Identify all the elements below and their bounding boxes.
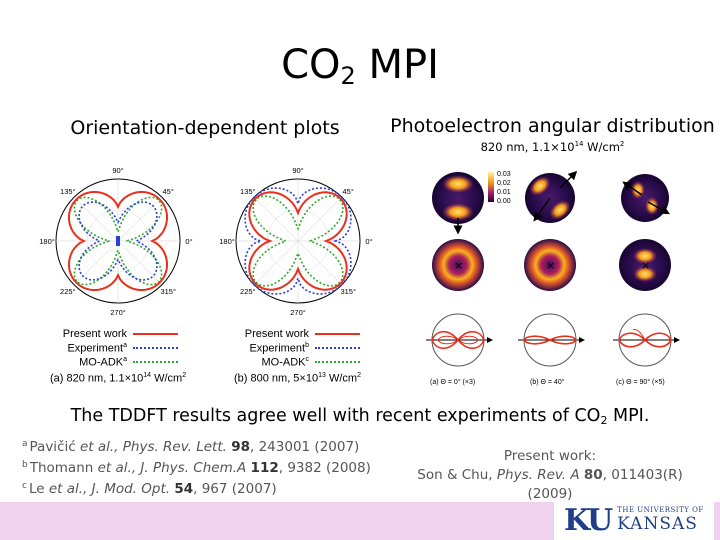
- center-mark: ×: [454, 259, 463, 272]
- colorbar: [488, 172, 494, 202]
- polar-angle-label: 90°: [292, 166, 303, 175]
- university-logo: KU THE UNIVERSITY OF KANSAS: [554, 500, 714, 540]
- pad-image-90deg-top: [621, 174, 669, 222]
- present-work-reference: Son & Chu, Phys. Rev. A 80, 011403(R) (2…: [417, 467, 683, 502]
- present-work-label: Present work:: [503, 448, 597, 464]
- polar-angle-label: 90°: [112, 166, 123, 175]
- polar-angle-label: 135°: [60, 187, 76, 196]
- pad-lobe-curve: [632, 329, 646, 341]
- polar-angle-label: 0°: [185, 237, 192, 246]
- polar-angle-label: 180°: [39, 237, 55, 246]
- pad-row-1: 0.03 0.02 0.01 0.00: [432, 170, 670, 235]
- pad-hotspot: [442, 203, 474, 221]
- legend-a: Present work Experimenta MO-ADKa: [40, 327, 178, 369]
- experiment-curve: [78, 201, 158, 281]
- pad-panel-grid: 0.03 0.02 0.01 0.00 × × ×: [426, 170, 680, 386]
- present-work-curve: [248, 191, 348, 291]
- polar-angle-label: 270°: [290, 308, 306, 317]
- field-arrow: [559, 170, 578, 189]
- colorbar-tick: 0.01: [497, 189, 511, 196]
- reference-a: a Pavičić et al., Phys. Rev. Lett. 98, 24…: [22, 439, 360, 455]
- polar-angle-label: 180°: [219, 237, 235, 246]
- polar-angle-label: 45°: [163, 187, 174, 196]
- pad-caption-c: (c) Θ = 90° (×5): [616, 378, 665, 386]
- polar-gridline: [253, 196, 343, 286]
- ku-mark: KU: [564, 502, 613, 538]
- conclusion-text: The TDDFT results agree well with recent…: [70, 406, 650, 427]
- field-arrow: [533, 197, 551, 222]
- polar-gridcircle: [86, 209, 150, 273]
- legend-entry-experiment: Experimenta: [40, 341, 178, 355]
- polar-gridcircle: [266, 209, 330, 273]
- polar-angle-label: 315°: [160, 287, 176, 296]
- slide-title: CO2 MPI: [281, 42, 439, 90]
- polar-angle-label: 0°: [365, 237, 372, 246]
- pad-row-3: [426, 313, 680, 367]
- pad-hotspot: [549, 200, 571, 220]
- pad-lobe-curve: [523, 335, 577, 345]
- legend-entry-mo-adk: MO-ADKc: [222, 355, 360, 369]
- pad-image-40deg-mid: [524, 239, 576, 291]
- center-marker: [116, 236, 120, 246]
- field-arrow: [622, 181, 643, 196]
- polar-angle-label: 225°: [240, 287, 256, 296]
- logo-text: THE UNIVERSITY OF KANSAS: [617, 506, 704, 534]
- reference-c: c Le et al., J. Mod. Opt. 54, 967 (2007): [22, 481, 277, 497]
- polar-angle-label: 45°: [343, 187, 354, 196]
- colorbar-tick: 0.03: [497, 171, 511, 178]
- pad-hotspot: [633, 248, 657, 264]
- pad-lobe-curve: [437, 335, 479, 345]
- legend-entry-experiment: Experimentb: [222, 341, 360, 355]
- right-heading: Photoelectron angular distribution: [390, 115, 715, 137]
- legend-entry-mo-adk: MO-ADKa: [40, 355, 178, 369]
- legend-entry-present-work: Present work: [222, 327, 360, 341]
- colorbar-tick: 0.00: [497, 198, 511, 205]
- legend-b: Present work Experimentb MO-ADKc: [222, 327, 360, 369]
- mo-adk-curve: [252, 195, 344, 287]
- mo-adk-curve: [73, 196, 163, 286]
- field-arrow: [647, 201, 670, 215]
- pad-image-90deg-mid: [619, 239, 671, 291]
- pad-image-0deg-mid: [432, 239, 484, 291]
- pad-hotspot: [442, 175, 474, 193]
- polar-angle-label: 315°: [340, 287, 356, 296]
- polar-plot-a: 90° 45° 0° 315° 270° 225° 180° 135°: [39, 166, 192, 317]
- pad-row-2: × × ×: [432, 239, 671, 291]
- experiment-curve: [244, 187, 352, 295]
- polar-angle-label: 135°: [240, 187, 256, 196]
- pad-hotspot: [631, 181, 645, 199]
- present-work-citation: Present work: Son & Chu, Phys. Rev. A 80…: [400, 447, 700, 504]
- right-subheading: 820 nm, 1.1×1014 W/cm2: [480, 140, 625, 154]
- pad-hotspot: [633, 266, 657, 282]
- reference-b: b Thomann et al., J. Phys. Chem.A 112, 93…: [22, 460, 371, 476]
- center-mark: ×: [546, 259, 555, 272]
- caption-a: (a) 820 nm, 1.1×1014 W/cm2: [50, 372, 187, 385]
- pad-caption-b: (b) Θ = 40°: [530, 378, 565, 386]
- present-work-curve: [68, 191, 168, 291]
- center-mark: ×: [641, 259, 650, 272]
- polar-angle-label: 270°: [110, 308, 126, 317]
- pad-hotspot: [529, 176, 551, 196]
- colorbar-tick: 0.02: [497, 180, 511, 187]
- pad-hotspot: [645, 197, 659, 215]
- legend-entry-present-work: Present work: [40, 327, 178, 341]
- caption-b: (b) 800 nm, 5×1013 W/cm2: [234, 372, 361, 385]
- pad-caption-a: (a) Θ = 0° (×3): [430, 378, 475, 386]
- polar-angle-label: 225°: [60, 287, 76, 296]
- polar-plot-b: 90° 45° 0° 315° 270° 225° 180° 135°: [219, 166, 372, 317]
- left-heading: Orientation-dependent plots: [70, 117, 340, 139]
